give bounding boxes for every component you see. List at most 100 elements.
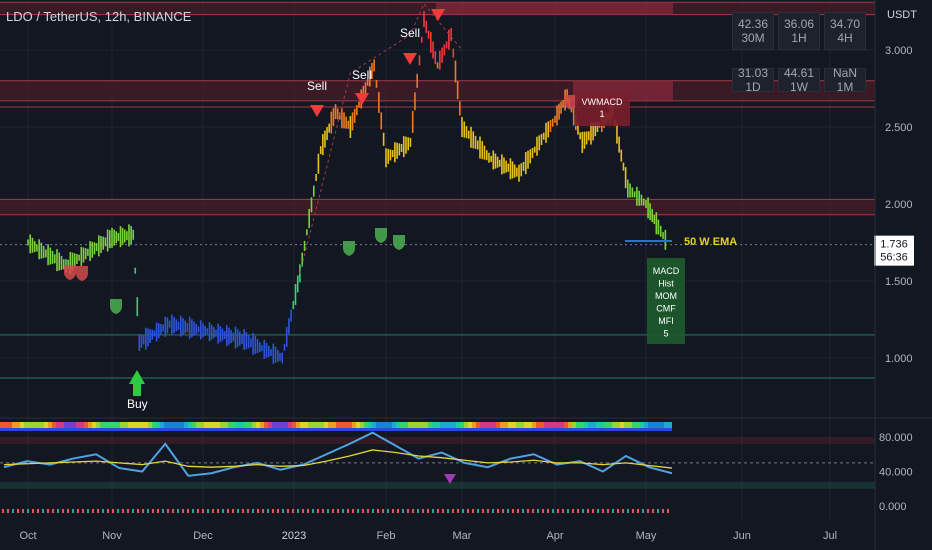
- ribbon-cell: [536, 422, 540, 428]
- volume-tick: [252, 509, 254, 513]
- ribbon-cell: [100, 422, 104, 428]
- ribbon-cell: [308, 422, 312, 428]
- ribbon-cell: [24, 422, 28, 428]
- volume-tick: [42, 509, 44, 513]
- ribbon-cell: [404, 422, 408, 428]
- ribbon-cell: [532, 422, 536, 428]
- ribbon-cell: [520, 422, 524, 428]
- price-badge: [874, 235, 914, 266]
- volume-tick: [292, 509, 294, 513]
- ribbon-cell: [0, 422, 4, 428]
- volume-tick: [272, 509, 274, 513]
- ribbon-cell: [292, 422, 296, 428]
- volume-tick: [17, 509, 19, 513]
- ribbon-cell: [600, 422, 604, 428]
- ribbon-cell: [380, 422, 384, 428]
- volume-tick: [362, 509, 364, 513]
- ribbon-cell: [212, 422, 216, 428]
- volume-tick: [647, 509, 649, 513]
- bullish-shield: [393, 235, 405, 250]
- ribbon-cell: [252, 422, 256, 428]
- ribbon-cell: [564, 422, 568, 428]
- volume-tick: [207, 509, 209, 513]
- volume-tick: [12, 509, 14, 513]
- y-tick-label: 1.000: [885, 353, 913, 365]
- price-badge-value: 1.736: [880, 239, 908, 251]
- vwmacd-count: 1: [599, 109, 604, 119]
- ribbon-cell: [188, 422, 192, 428]
- ribbon-cell: [244, 422, 248, 428]
- volume-tick: [397, 509, 399, 513]
- ribbon-cell: [264, 422, 268, 428]
- ribbon-cell: [576, 422, 580, 428]
- x-tick-label: Apr: [546, 530, 563, 542]
- volume-tick: [87, 509, 89, 513]
- ribbon-cell: [468, 422, 472, 428]
- bullish-shield: [343, 241, 355, 256]
- volume-tick: [157, 509, 159, 513]
- trend-ribbon: [0, 422, 672, 431]
- ribbon-cell: [180, 422, 184, 428]
- volume-tick: [607, 509, 609, 513]
- sell-marker: [403, 53, 417, 65]
- resistance-zone: [0, 199, 875, 215]
- ribbon-cell: [120, 422, 124, 428]
- volume-tick: [2, 509, 4, 513]
- ribbon-cell: [312, 422, 316, 428]
- ema-line: 50 W EMA: [625, 236, 737, 248]
- rsi-cell: 44.61 1W: [778, 66, 820, 94]
- rsi-ma-line: [3, 449, 673, 469]
- osc-tick-label: 0.000: [879, 501, 907, 513]
- ribbon-cell: [408, 422, 412, 428]
- rsi-cell: 42.36 30M: [732, 12, 774, 50]
- ribbon-cell: [32, 422, 36, 428]
- bearish-shield: [565, 95, 577, 110]
- ribbon-cell: [64, 422, 68, 428]
- divergence-label: MFI: [658, 316, 674, 326]
- volume-tick: [542, 509, 544, 513]
- ribbon-cell: [140, 422, 144, 428]
- ribbon-cell: [276, 422, 280, 428]
- volume-tick: [77, 509, 79, 513]
- volume-tick: [592, 509, 594, 513]
- ribbon-cell: [40, 422, 44, 428]
- x-tick-label: May: [636, 530, 657, 542]
- ribbon-cell: [372, 422, 376, 428]
- ribbon-cell: [112, 422, 116, 428]
- ribbon-cell: [20, 422, 24, 428]
- ribbon-cell: [36, 422, 40, 428]
- x-tick-label: Jun: [733, 530, 751, 542]
- volume-tick: [122, 509, 124, 513]
- buy-marker-stem: [133, 384, 141, 396]
- volume-tick: [417, 509, 419, 513]
- ribbon-cell: [184, 422, 188, 428]
- volume-tick: [287, 509, 289, 513]
- volume-tick: [62, 509, 64, 513]
- volume-tick: [202, 509, 204, 513]
- ribbon-cell: [200, 422, 204, 428]
- ribbon-cell: [84, 422, 88, 428]
- ribbon-cell: [644, 422, 648, 428]
- volume-tick: [52, 509, 54, 513]
- ribbon-cell: [436, 422, 440, 428]
- volume-tick: [452, 509, 454, 513]
- ribbon-cell: [472, 422, 476, 428]
- sell-label: Sell: [352, 68, 372, 82]
- ribbon-cell: [388, 422, 392, 428]
- volume-tick: [342, 509, 344, 513]
- volume-tick: [347, 509, 349, 513]
- bearish-shield: [64, 265, 76, 280]
- volume-tick: [47, 509, 49, 513]
- volume-tick: [472, 509, 474, 513]
- ribbon-cell: [540, 422, 544, 428]
- bearish-shield: [76, 266, 88, 281]
- volume-tick: [652, 509, 654, 513]
- volume-tick: [282, 509, 284, 513]
- ribbon-cell: [420, 422, 424, 428]
- ribbon-cell: [440, 422, 444, 428]
- ribbon-cell: [164, 422, 168, 428]
- volume-tick: [137, 509, 139, 513]
- ribbon-cell: [176, 422, 180, 428]
- volume-tick: [142, 509, 144, 513]
